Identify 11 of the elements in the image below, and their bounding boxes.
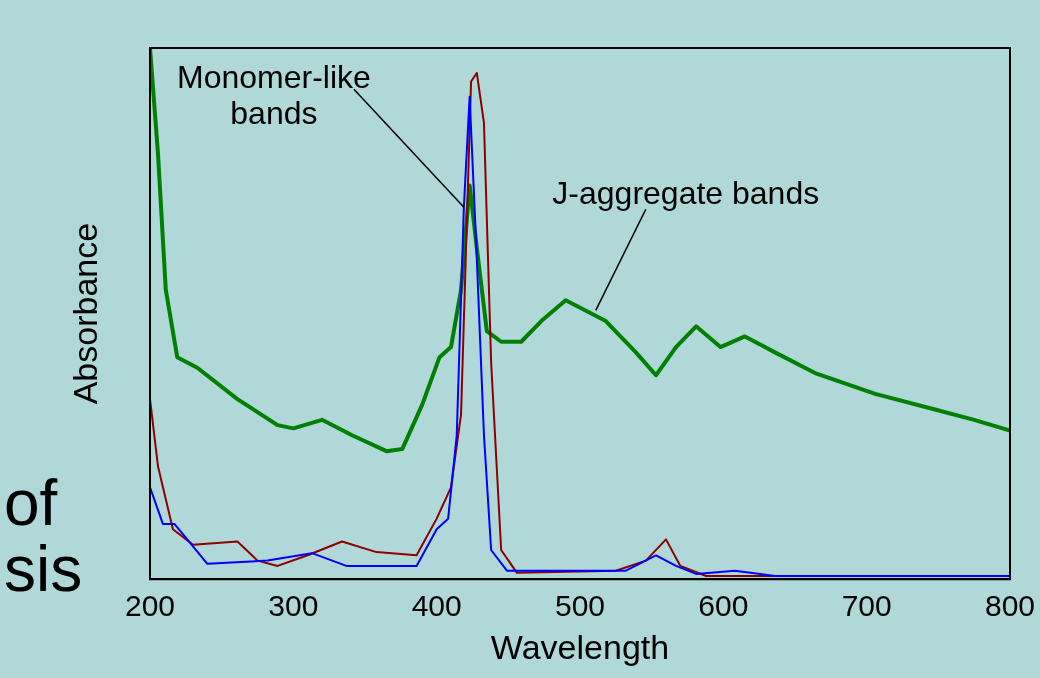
y-axis-title: Absorbance bbox=[66, 222, 105, 405]
x-tick-label: 600 bbox=[698, 589, 749, 623]
annotation: Monomer-like bands bbox=[176, 59, 371, 132]
x-tick-label: 400 bbox=[411, 589, 462, 623]
annotation: J-aggregate bands bbox=[552, 175, 820, 212]
x-tick-label: 500 bbox=[554, 589, 606, 623]
x-tick-label: 200 bbox=[124, 589, 176, 623]
x-tick-label: 700 bbox=[841, 589, 892, 623]
x-axis-title: Wavelength bbox=[490, 627, 670, 666]
x-tick-label: 300 bbox=[268, 589, 319, 623]
x-tick-label: 800 bbox=[984, 589, 1036, 623]
